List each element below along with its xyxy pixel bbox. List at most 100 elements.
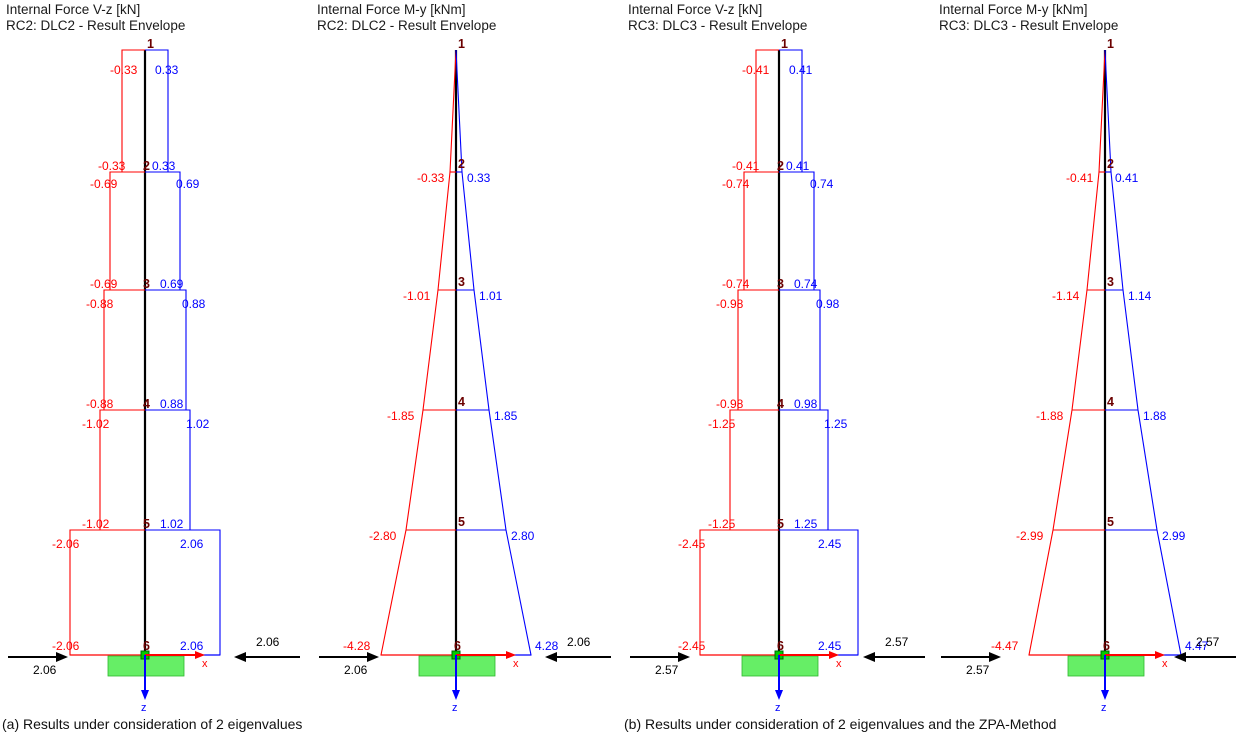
value-pos-f: 1.88 [1143,409,1167,423]
node-label-3: 3 [777,277,784,291]
axis-z-label: z [775,702,781,714]
envelope-negative [380,49,457,656]
axis-z-arrow [452,690,460,700]
load-arrow-left-head [989,652,1001,662]
load-arrow-right-head [234,652,246,662]
load-label-right: 2.06 [567,635,591,649]
value-pos-h: 2.80 [511,529,535,543]
node-label-6: 6 [143,639,150,653]
panel-title-line1: Internal Force V-z [kN] [6,2,141,17]
caption-b: (b) Results under consideration of 2 eig… [624,716,1057,732]
value-neg-d: -1.14 [1052,289,1080,303]
plot-vz-rc2 [8,49,300,700]
panel-title-1: Internal Force V-z [kN] RC2: DLC2 - Resu… [6,2,185,33]
envelope-positive [145,49,221,656]
node-label-6: 6 [1103,639,1110,653]
value-neg-g: -1.25 [708,417,736,431]
load-label-right: 2.06 [256,635,280,649]
value-neg-a: -0.41 [742,63,770,77]
load-arrow-right-head [1174,652,1186,662]
value-neg-j: -4.28 [343,639,371,653]
value-neg-a: -0.33 [110,63,138,77]
node-label-2: 2 [143,159,150,173]
value-pos-i: 2.45 [818,537,842,551]
value-pos-e: 0.98 [816,297,840,311]
axis-z-label: z [141,702,147,714]
envelope-negative [69,49,145,656]
axis-x-label: x [513,658,519,670]
caption-a: (a) Results under consideration of 2 eig… [2,716,303,732]
value-pos-b: 0.41 [786,159,810,173]
value-pos-e: 0.88 [182,297,206,311]
value-neg-b: -0.33 [417,171,445,185]
value-neg-b: -0.41 [1066,171,1094,185]
node-label-1: 1 [1107,37,1114,51]
node-label-3: 3 [458,275,465,289]
node-label-2: 2 [1107,157,1114,171]
axis-x-label: x [1162,658,1168,670]
load-arrow-right-head [545,652,557,662]
value-pos-j: 2.45 [818,639,842,653]
value-neg-j: -2.45 [678,639,706,653]
load-label-right: 2.57 [885,635,909,649]
node-label-5: 5 [777,517,784,531]
value-neg-d: -1.01 [403,289,431,303]
panel-title-line1: Internal Force M-y [kNm] [317,2,466,17]
value-neg-c: -0.74 [722,177,750,191]
panel-title-3: Internal Force V-z [kN] RC3: DLC3 - Resu… [628,2,807,33]
value-pos-i: 2.06 [180,537,204,551]
axis-x-label: x [202,658,208,670]
value-pos-j: 2.06 [180,639,204,653]
node-label-4: 4 [458,395,465,409]
value-pos-b: 0.41 [1115,171,1139,185]
value-pos-b: 0.33 [467,171,491,185]
load-label-left: 2.57 [966,663,990,677]
load-label-right: 2.57 [1196,635,1220,649]
value-pos-a: 0.33 [155,63,179,77]
value-neg-f: -0.88 [86,397,114,411]
load-label-left: 2.06 [33,663,57,677]
panel-title-line1: Internal Force M-y [kNm] [939,2,1088,17]
axis-z-arrow [775,690,783,700]
panel-my-rc2: Internal Force M-y [kNm] RC2: DLC2 - Res… [311,0,622,742]
node-label-1: 1 [781,37,788,51]
value-neg-j: -2.06 [52,639,80,653]
panel-title-4: Internal Force M-y [kNm] RC3: DLC3 - Res… [939,2,1118,33]
value-neg-b: -0.33 [98,159,126,173]
panel-title-line1: Internal Force V-z [kN] [628,2,763,17]
value-pos-c: 0.74 [810,177,834,191]
value-pos-f: 0.88 [160,397,184,411]
node-label-3: 3 [143,277,150,291]
axis-x-arrow [506,651,516,659]
value-pos-j: 4.47 [1185,639,1209,653]
node-label-3: 3 [1107,275,1114,289]
envelope-positive [1104,49,1182,656]
axis-z-label: z [452,702,458,714]
node-label-6: 6 [454,639,461,653]
value-pos-d: 1.14 [1128,289,1152,303]
node-label-1: 1 [458,37,465,51]
load-arrow-right-head [863,652,875,662]
panel-my-rc3: Internal Force M-y [kNm] RC3: DLC3 - Res… [933,0,1244,742]
load-arrow-left-head [367,652,379,662]
value-neg-h: -1.02 [82,517,110,531]
value-neg-f: -1.85 [387,409,415,423]
node-label-4: 4 [777,397,784,411]
panel-title-line2: RC3: DLC3 - Result Envelope [939,17,1119,33]
panel-title-2: Internal Force M-y [kNm] RC2: DLC2 - Res… [317,2,496,33]
panel-title-line2: RC2: DLC2 - Result Envelope [6,17,186,33]
axis-z-label: z [1101,702,1107,714]
value-neg-g: -1.02 [82,417,110,431]
value-pos-b: 0.33 [152,159,176,173]
value-pos-j: 4.28 [535,639,559,653]
panel-vz-rc3: Internal Force V-z [kN] RC3: DLC3 - Resu… [622,0,933,742]
envelope-negative [699,49,779,656]
value-neg-f: -1.88 [1036,409,1064,423]
value-neg-i: -2.45 [678,537,706,551]
value-pos-f: 0.98 [794,397,818,411]
value-neg-j: -4.47 [991,639,1019,653]
value-pos-d: 0.74 [794,277,818,291]
value-neg-h: -1.25 [708,517,736,531]
node-label-2: 2 [777,159,784,173]
node-label-5: 5 [143,517,150,531]
